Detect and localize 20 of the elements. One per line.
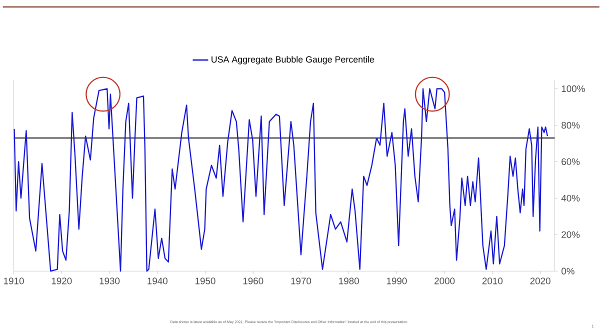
y-tick-label: 100% — [562, 85, 585, 92]
x-tick-label: 1950 — [195, 278, 216, 284]
x-tick-label: 1980 — [339, 278, 359, 284]
y-tick-label: 80% — [562, 122, 580, 129]
x-tick-label: 1910 — [4, 278, 24, 284]
x-tick-label: 2020 — [530, 278, 550, 284]
x-tick-label: 2010 — [482, 278, 503, 284]
x-tick-label: 2000 — [434, 278, 455, 284]
x-tick-label: 1930 — [100, 278, 120, 284]
x-tick-label: 1920 — [52, 278, 72, 284]
y-tick-label: 40% — [561, 194, 580, 202]
y-tick-label: 60% — [562, 158, 580, 166]
legend-label: USA Aggregate Bubble Gauge Percentile — [212, 56, 374, 64]
x-tick-label: 1970 — [291, 278, 312, 284]
y-tick-label: 20% — [562, 231, 580, 238]
x-tick-label: 1940 — [148, 278, 168, 284]
line-series — [14, 88, 548, 272]
x-tick-label: 1960 — [243, 278, 264, 284]
x-tick-label: 1990 — [386, 278, 407, 284]
y-tick-label: 0% — [562, 268, 574, 274]
